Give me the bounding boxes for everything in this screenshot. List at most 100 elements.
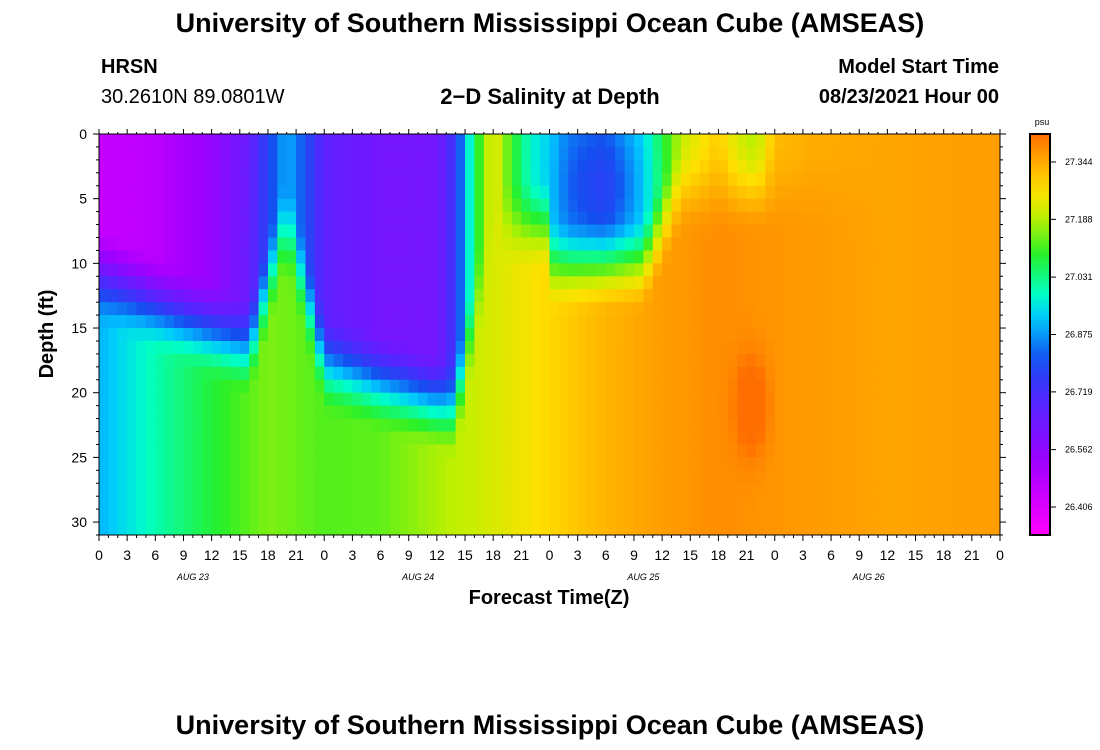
heatmap-cell — [127, 431, 138, 446]
heatmap-cell — [868, 276, 879, 290]
heatmap-cell — [493, 211, 504, 226]
heatmap-cell — [446, 315, 457, 329]
heatmap-cell — [831, 431, 842, 446]
heatmap-cell — [981, 276, 992, 290]
heatmap-cell — [831, 211, 842, 226]
heatmap-cell — [699, 483, 710, 497]
heatmap-cell — [549, 289, 560, 303]
heatmap-cell — [540, 146, 551, 161]
heatmap-cell — [174, 444, 185, 458]
heatmap-cell — [127, 328, 138, 342]
heatmap-cell — [558, 198, 569, 213]
heatmap-cell — [192, 522, 203, 535]
heatmap-cell — [455, 134, 466, 148]
heatmap-cell — [145, 289, 156, 303]
heatmap-cell — [915, 353, 926, 368]
heatmap-cell — [934, 302, 945, 316]
heatmap-cell — [549, 146, 560, 161]
heatmap-cell — [624, 315, 635, 329]
heatmap-cell — [277, 392, 288, 407]
heatmap-cell — [155, 457, 166, 471]
heatmap-cell — [427, 289, 438, 303]
heatmap-cell — [849, 172, 860, 187]
heatmap-cell — [915, 379, 926, 394]
heatmap-cell — [868, 522, 879, 535]
y-tick-label: 25 — [71, 449, 87, 465]
heatmap-cell — [155, 392, 166, 407]
heatmap-cell — [709, 353, 720, 368]
heatmap-cell — [615, 185, 626, 200]
heatmap-cell — [427, 211, 438, 226]
heatmap-cell — [249, 392, 260, 407]
heatmap-cell — [906, 185, 917, 200]
heatmap-cell — [624, 159, 635, 174]
heatmap-cell — [483, 315, 494, 329]
heatmap-cell — [802, 134, 813, 148]
heatmap-cell — [746, 198, 757, 213]
heatmap-cell — [174, 340, 185, 355]
heatmap-cell — [324, 276, 335, 290]
model-start-label: Model Start Time — [838, 56, 999, 78]
heatmap-cell — [877, 185, 888, 200]
heatmap-cell — [746, 224, 757, 239]
heatmap-cell — [577, 172, 588, 187]
heatmap-cell — [455, 159, 466, 174]
heatmap-cell — [249, 302, 260, 316]
heatmap-cell — [596, 444, 607, 458]
heatmap-cell — [427, 263, 438, 277]
heatmap-cell — [840, 211, 851, 226]
heatmap-cell — [699, 457, 710, 471]
heatmap-cell — [408, 431, 419, 446]
heatmap-cell — [333, 353, 344, 368]
heatmap-cell — [784, 263, 795, 277]
heatmap-cell — [333, 522, 344, 535]
heatmap-cell — [202, 509, 213, 523]
heatmap-cell — [202, 289, 213, 303]
colorbar-tick-label: 26.406 — [1065, 502, 1093, 512]
heatmap-cell — [990, 146, 1000, 161]
heatmap-cell — [690, 392, 701, 407]
heatmap-cell — [915, 185, 926, 200]
heatmap-cell — [427, 172, 438, 187]
heatmap-cell — [774, 185, 785, 200]
heatmap-cell — [333, 470, 344, 484]
heatmap-cell — [305, 496, 316, 510]
heatmap-cell — [868, 263, 879, 277]
heatmap-cell — [596, 315, 607, 329]
heatmap-cell — [511, 134, 522, 148]
heatmap-cell — [587, 418, 598, 433]
heatmap-cell — [633, 134, 644, 148]
heatmap-cell — [314, 522, 325, 535]
heatmap-cell — [99, 418, 109, 433]
heatmap-cell — [831, 522, 842, 535]
heatmap-cell — [446, 198, 457, 213]
heatmap-cell — [549, 405, 560, 420]
heatmap-cell — [906, 146, 917, 161]
heatmap-cell — [211, 224, 222, 239]
heatmap-cell — [596, 198, 607, 213]
heatmap-cell — [465, 172, 476, 187]
heatmap-cell — [352, 483, 363, 497]
heatmap-cell — [277, 237, 288, 252]
heatmap-cell — [643, 159, 654, 174]
heatmap-cell — [709, 483, 720, 497]
heatmap-cell — [455, 211, 466, 226]
heatmap-cell — [934, 340, 945, 355]
heatmap-cell — [765, 159, 776, 174]
heatmap-cell — [774, 392, 785, 407]
heatmap-cell — [333, 263, 344, 277]
heatmap-cell — [877, 509, 888, 523]
heatmap-cell — [840, 431, 851, 446]
heatmap-cell — [446, 405, 457, 420]
heatmap-cell — [737, 159, 748, 174]
heatmap-cell — [239, 405, 250, 420]
heatmap-cell — [258, 405, 269, 420]
heatmap-cell — [117, 315, 128, 329]
heatmap-cell — [296, 263, 307, 277]
x-tick-label: 0 — [95, 547, 103, 563]
heatmap-cell — [746, 405, 757, 420]
heatmap-cell — [183, 457, 194, 471]
heatmap-cell — [465, 483, 476, 497]
heatmap-cell — [587, 276, 598, 290]
heatmap-cell — [755, 522, 766, 535]
